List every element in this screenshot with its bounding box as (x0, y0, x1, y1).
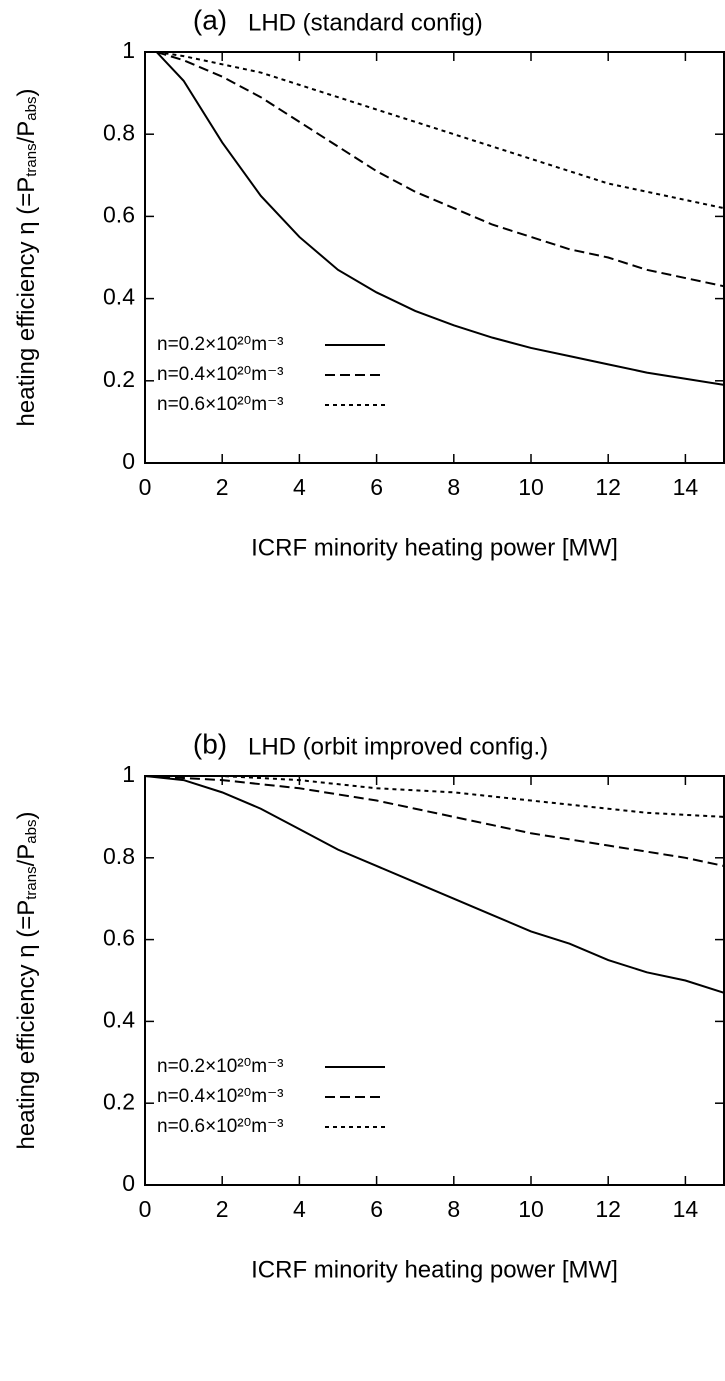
legend-label: n=0.4×10²⁰m⁻³ (157, 1086, 283, 1107)
x-tick-label: 12 (595, 1196, 621, 1222)
y-axis-label-part: ) (13, 89, 40, 97)
y-tick-label: 0.2 (103, 366, 135, 392)
panel-label: (b) (193, 728, 227, 759)
x-tick-label: 2 (216, 474, 229, 500)
panel-label: (a) (193, 4, 227, 35)
x-tick-label: 6 (370, 474, 383, 500)
series-line (145, 775, 725, 818)
x-tick-label: 0 (139, 474, 152, 500)
plot-frame (144, 51, 725, 464)
series-line (144, 775, 725, 994)
y-axis-label-part: trans (23, 866, 40, 899)
x-tick-label: 0 (139, 1196, 152, 1222)
x-tick-label: 6 (370, 1196, 383, 1222)
panel: (a) LHD (standard config) 0 2 4 6 8 10 12 14 0 0.2 0… (13, 4, 725, 561)
x-axis-label: ICRF minority heating power [MW] (251, 1256, 618, 1283)
y-axis-label-part: /P (13, 844, 40, 867)
y-tick-label: 0.6 (103, 925, 135, 951)
y-tick-label: 0.8 (103, 119, 135, 145)
y-tick-label: 0.8 (103, 843, 135, 869)
y-tick-label: 1 (122, 761, 135, 787)
x-tick-label: 2 (216, 1196, 229, 1222)
y-tick-label: 0.4 (103, 284, 135, 310)
y-tick-label: 1 (122, 37, 135, 63)
legend-label: n=0.6×10²⁰m⁻³ (157, 394, 283, 415)
y-axis-label-part: heating efficiency η (=P (13, 177, 40, 427)
series-line (156, 51, 725, 210)
x-tick-label: 12 (595, 474, 621, 500)
y-axis-label-part: /P (13, 121, 40, 144)
y-tick-label: 0.6 (103, 201, 135, 227)
legend-label: n=0.2×10²⁰m⁻³ (157, 1056, 283, 1077)
x-axis-label: ICRF minority heating power [MW] (251, 534, 618, 561)
series-line (155, 51, 725, 386)
y-tick-label: 0 (122, 448, 135, 474)
y-axis-label-part: ) (13, 812, 40, 820)
chart-title: LHD (standard config) (248, 9, 483, 36)
x-tick-label: 10 (518, 1196, 544, 1222)
x-tick-label: 8 (447, 474, 460, 500)
legend-label: n=0.4×10²⁰m⁻³ (157, 364, 283, 385)
y-axis-label-part: abs (23, 97, 40, 121)
y-tick-label: 0 (122, 1170, 135, 1196)
legend-label: n=0.6×10²⁰m⁻³ (157, 1116, 283, 1137)
y-axis-label-part: abs (23, 820, 40, 844)
y-axis-label-part: trans (23, 143, 40, 176)
x-tick-label: 8 (447, 1196, 460, 1222)
x-tick-label: 10 (518, 474, 544, 500)
y-axis-label-part: heating efficiency η (=P (13, 900, 40, 1150)
plot-frame (144, 775, 725, 1186)
x-tick-label: 14 (673, 474, 699, 500)
legend-label: n=0.2×10²⁰m⁻³ (157, 334, 283, 355)
x-tick-label: 14 (673, 1196, 699, 1222)
x-tick-label: 4 (293, 474, 306, 500)
x-tick-label: 4 (293, 1196, 306, 1222)
series-line (156, 51, 725, 288)
y-tick-label: 0.2 (103, 1088, 135, 1114)
y-axis-label: heating efficiency η (=Ptrans/Pabs) (13, 812, 40, 1150)
panel: (b) LHD (orbit improved config.)0 2 4 6 8 10 12… (13, 728, 725, 1283)
y-tick-label: 0.4 (103, 1006, 135, 1032)
chart-title: LHD (orbit improved config.) (248, 733, 548, 760)
y-axis-label: heating efficiency η (=Ptrans/Pabs) (13, 89, 40, 427)
series-line (144, 775, 725, 867)
